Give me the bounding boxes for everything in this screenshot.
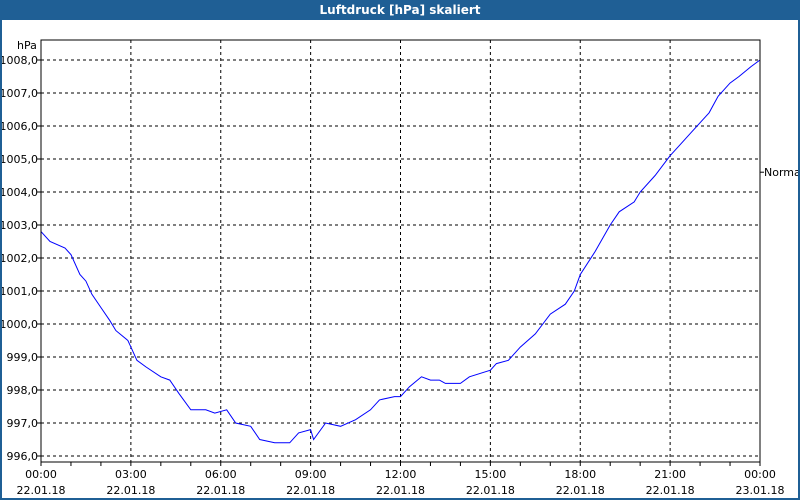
x-tick-time: 12:00 [385, 468, 417, 481]
y-tick-label: 1006,0 [2, 120, 38, 133]
y-tick-label: 1008,0 [2, 54, 38, 67]
x-tick-time: 00:00 [744, 468, 776, 481]
y-tick-label: 999,0 [7, 351, 39, 364]
x-tick-time: 03:00 [115, 468, 147, 481]
x-tick-date: 22.01.18 [466, 484, 515, 497]
x-tick-time: 21:00 [654, 468, 686, 481]
y-tick-label: 1007,0 [2, 87, 38, 100]
y-tick-label: 1000,0 [2, 318, 38, 331]
y-tick-label: 998,0 [7, 384, 39, 397]
x-tick-time: 00:00 [25, 468, 57, 481]
series [40, 59, 761, 444]
y-tick-label: 1001,0 [2, 285, 38, 298]
x-tick-date: 22.01.18 [556, 484, 605, 497]
y-tick-label: 1002,0 [2, 252, 38, 265]
x-tick-time: 15:00 [475, 468, 507, 481]
y-tick-label: 997,0 [7, 417, 39, 430]
pressure-line [40, 59, 761, 444]
y-tick-label: 1003,0 [2, 219, 38, 232]
y-tick-label: 1005,0 [2, 153, 38, 166]
x-tick-time: 09:00 [295, 468, 327, 481]
x-tick-date: 22.01.18 [17, 484, 66, 497]
y-axis-label: hPa [17, 39, 37, 52]
window-title: Luftdruck [hPa] skaliert [0, 0, 800, 20]
x-tick-time: 06:00 [205, 468, 237, 481]
grid [41, 40, 760, 462]
x-tick-date: 22.01.18 [106, 484, 155, 497]
normal-label: Normal [764, 166, 798, 179]
y-tick-label: 1004,0 [2, 186, 38, 199]
x-tick-date: 22.01.18 [196, 484, 245, 497]
x-tick-date: 22.01.18 [376, 484, 425, 497]
x-tick-time: 18:00 [564, 468, 596, 481]
reference: Normal [760, 166, 798, 179]
x-tick-date: 23.01.18 [736, 484, 785, 497]
plot-frame [40, 39, 761, 463]
y-tick-label: 996,0 [7, 450, 39, 463]
chart-area: 996,0 997,0 998,0 999,0 1000,0 1001,0 1002,0 10… [2, 20, 798, 498]
x-tick-date: 22.01.18 [286, 484, 335, 497]
pressure-chart: 996,0 997,0 998,0 999,0 1000,0 1001,0 1002,0 10… [2, 39, 798, 497]
y-axis: 996,0 997,0 998,0 999,0 1000,0 1001,0 1002,0 10… [2, 54, 41, 463]
x-axis: 00:00 22.01.18 03:00 22.01.18 06:00 22.01.18 0… [17, 462, 785, 497]
x-tick-date: 22.01.18 [646, 484, 695, 497]
